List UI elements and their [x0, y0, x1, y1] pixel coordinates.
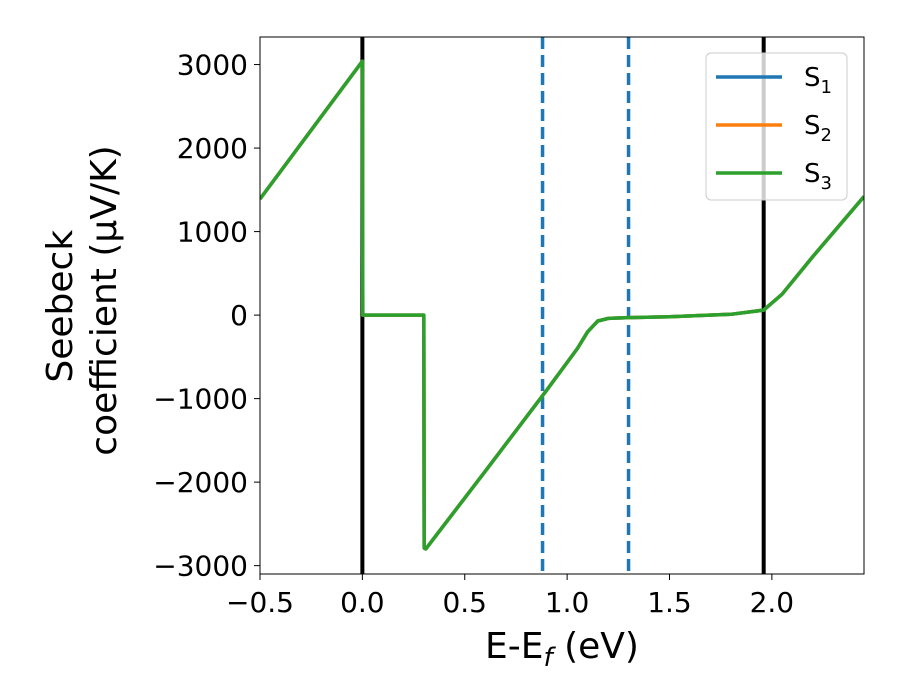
- x-tick-label: 1.5: [647, 586, 692, 619]
- y-axis-ticks: −3000 −2000 −1000 0 1000 2000 3000: [153, 49, 260, 583]
- x-tick-label: 0.5: [442, 586, 487, 619]
- y-tick-label: 0: [230, 299, 248, 332]
- y-tick-label: 3000: [177, 49, 248, 82]
- y-tick-label: −3000: [153, 550, 248, 583]
- y-tick-label: 2000: [177, 132, 248, 165]
- y-axis-title: Seebeck coefficient (μV/K): [40, 145, 125, 455]
- series-lines: [260, 59, 864, 551]
- legend: S1 S2 S3: [705, 52, 848, 201]
- y-tick-label: −1000: [153, 383, 248, 416]
- x-tick-label: 2.0: [750, 586, 795, 619]
- legend-label: S1: [804, 63, 832, 98]
- y-axis-title-line2: coefficient (μV/K): [84, 145, 125, 455]
- x-axis-title: E-Ef (eV): [485, 626, 639, 673]
- x-axis-ticks: −0.5 0.0 0.5 1.0 1.5 2.0: [226, 574, 794, 619]
- x-tick-label: 1.0: [545, 586, 590, 619]
- x-title-unit: (eV): [553, 626, 639, 667]
- y-axis-title-line1: Seebeck: [40, 230, 81, 383]
- series-line-s3: [260, 59, 864, 551]
- y-tick-label: −2000: [153, 466, 248, 499]
- x-title-main: E-E: [485, 626, 543, 667]
- y-tick-label: 1000: [177, 216, 248, 249]
- legend-label: S3: [804, 159, 832, 194]
- legend-label: S2: [804, 111, 832, 146]
- x-tick-label: −0.5: [226, 586, 294, 619]
- x-tick-label: 0.0: [340, 586, 385, 619]
- plot-frame: [259, 36, 865, 575]
